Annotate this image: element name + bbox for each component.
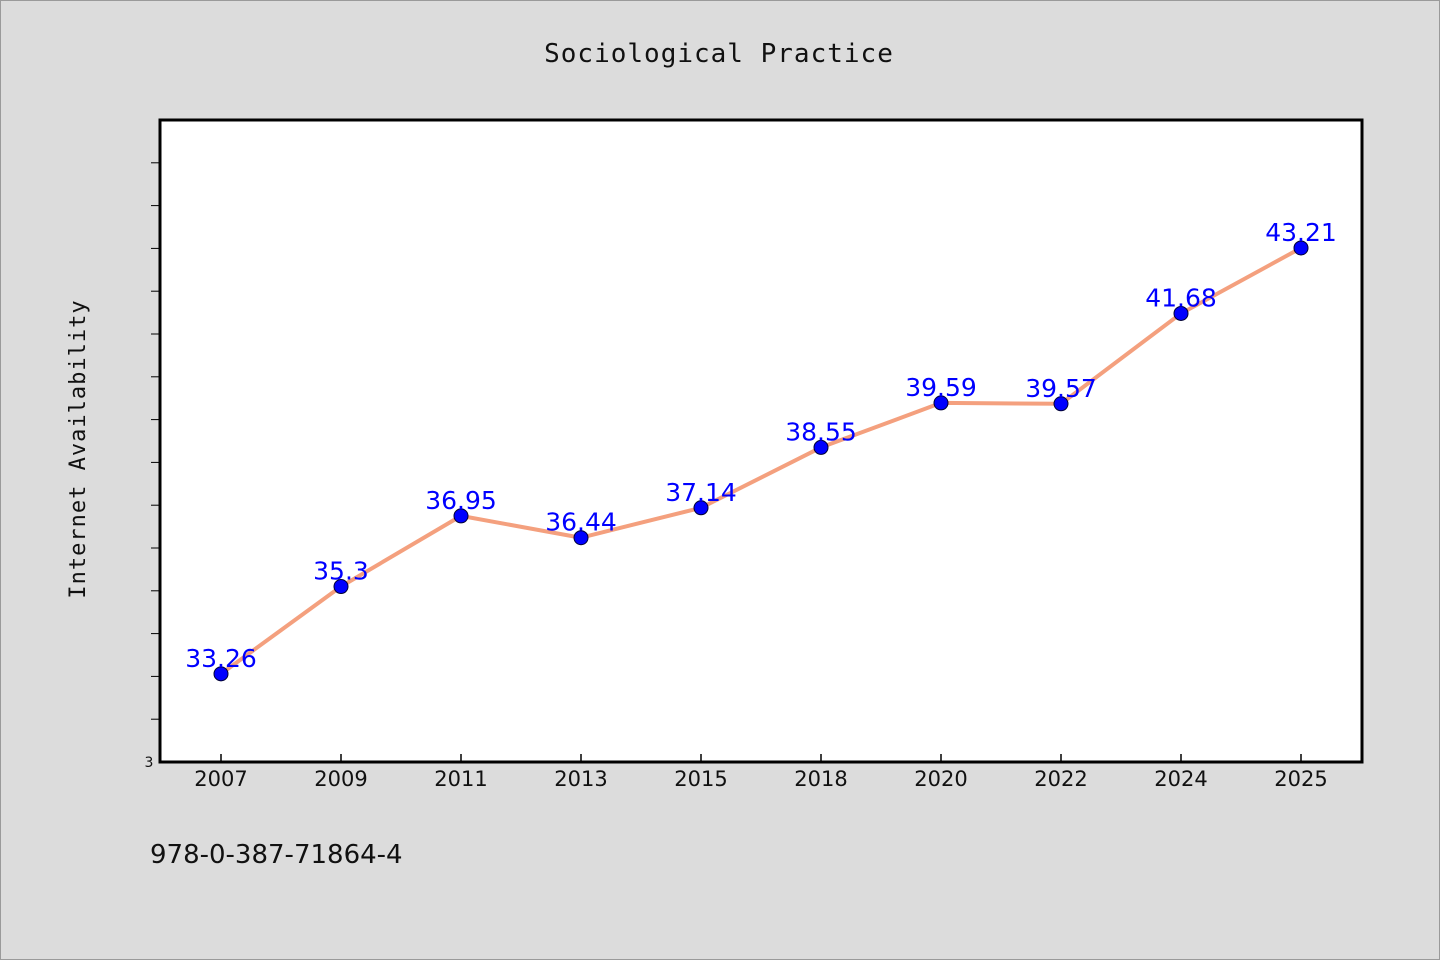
y-axis-ticks: [151, 162, 160, 720]
x-tick-label: 2022: [1034, 767, 1087, 791]
data-point: [333, 579, 349, 595]
data-label: 38.55: [785, 417, 857, 446]
y-axis-label: Internet Availability: [66, 299, 91, 598]
data-point: [1173, 305, 1189, 321]
data-point: [453, 508, 469, 524]
plot-area: [158, 118, 1364, 764]
data-point: [813, 439, 829, 455]
x-tick-label: 2025: [1274, 767, 1327, 791]
data-point: [933, 395, 949, 411]
y-axis-min-tick-label: 3: [145, 755, 154, 771]
data-label: 39.57: [1025, 374, 1097, 403]
data-label: 36.44: [545, 508, 617, 537]
data-label: 33.26: [185, 644, 257, 673]
data-label: 35.3: [313, 557, 369, 586]
data-point: [573, 530, 589, 546]
x-tick-label: 2018: [794, 767, 847, 791]
chart-title: Sociological Practice: [544, 39, 894, 69]
isbn-footer: 978-0-387-71864-4: [150, 840, 403, 870]
data-point: [213, 666, 229, 682]
data-label: 36.95: [425, 486, 497, 515]
x-axis-ticks: 2007 2009 2011 2013 2015 2018 2020 2022 2024 2025: [194, 754, 1328, 791]
data-label: 41.68: [1145, 283, 1217, 312]
x-tick-label: 2009: [314, 767, 367, 791]
x-tick-label: 2015: [674, 767, 727, 791]
data-label: 37.14: [665, 478, 737, 507]
x-tick-label: 2024: [1154, 767, 1207, 791]
x-tick-label: 2020: [914, 767, 967, 791]
series-markers: [213, 240, 1309, 682]
data-label: 43.21: [1265, 218, 1337, 247]
x-tick-label: 2013: [554, 767, 607, 791]
data-point: [1053, 396, 1069, 412]
data-point: [693, 500, 709, 516]
x-tick-label: 2007: [194, 767, 247, 791]
data-point: [1293, 240, 1309, 256]
series-line: [219, 245, 1303, 676]
data-label: 39.59: [905, 373, 977, 402]
x-tick-label: 2011: [434, 767, 487, 791]
series-data-labels: 33.26 35.3 36.95 36.44 37.14 38.55 39.59 39.57 4…: [185, 218, 1337, 673]
